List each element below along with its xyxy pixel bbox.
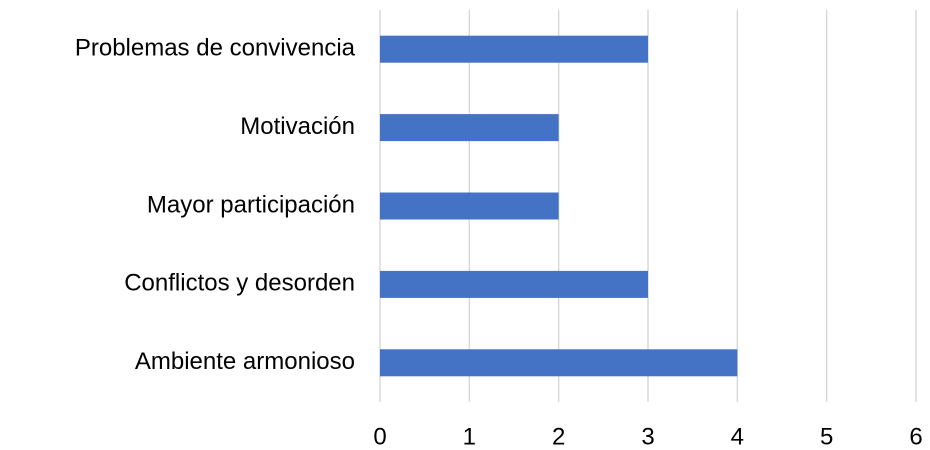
y-tick-label: Conflictos y desorden — [124, 270, 355, 297]
bar — [380, 114, 559, 142]
x-tick-label: 0 — [373, 423, 386, 450]
x-tick-label: 1 — [463, 423, 476, 450]
bar — [380, 192, 559, 220]
x-tick-label: 3 — [641, 423, 654, 450]
x-tick-label: 4 — [731, 423, 744, 450]
x-tick-label: 6 — [909, 423, 922, 450]
y-tick-label: Motivación — [240, 113, 355, 140]
y-tick-label: Ambiente armonioso — [135, 348, 355, 375]
bar — [380, 35, 648, 63]
y-tick-label: Problemas de convivencia — [75, 35, 356, 62]
bar — [380, 349, 738, 377]
x-tick-label: 5 — [820, 423, 833, 450]
x-tick-label: 2 — [552, 423, 565, 450]
y-tick-label: Mayor participación — [147, 191, 355, 218]
bar — [380, 270, 648, 298]
